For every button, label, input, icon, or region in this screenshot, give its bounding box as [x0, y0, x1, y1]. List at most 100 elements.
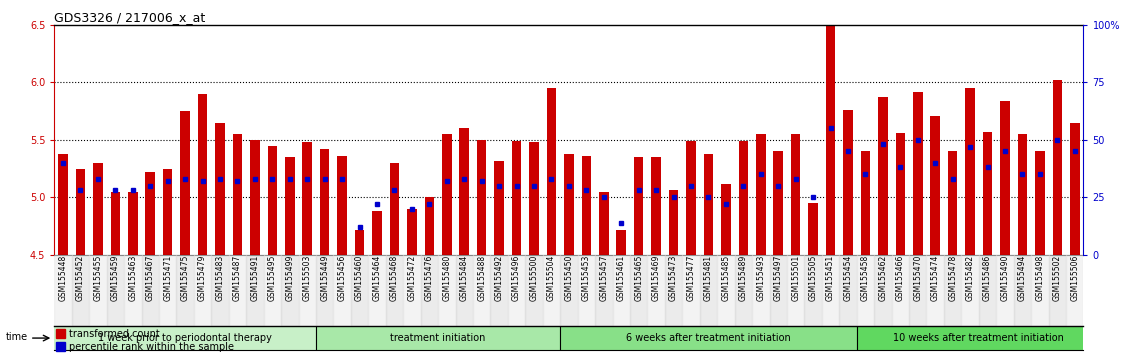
- Text: GSM155474: GSM155474: [931, 255, 940, 301]
- Text: GSM155469: GSM155469: [651, 255, 661, 301]
- Bar: [809, 203, 818, 255]
- Bar: [334, 255, 351, 326]
- Text: GSM155499: GSM155499: [285, 255, 294, 301]
- Bar: [198, 94, 207, 255]
- Text: GSM155468: GSM155468: [390, 255, 399, 301]
- Bar: [700, 255, 717, 326]
- Text: GSM155451: GSM155451: [826, 255, 835, 301]
- Bar: [739, 141, 748, 255]
- Bar: [57, 342, 64, 351]
- Bar: [111, 192, 120, 255]
- Bar: [756, 134, 766, 255]
- Bar: [456, 255, 473, 326]
- Bar: [233, 134, 242, 255]
- Text: GSM155458: GSM155458: [861, 255, 870, 301]
- Bar: [769, 255, 787, 326]
- Bar: [1035, 151, 1045, 255]
- Bar: [665, 255, 682, 326]
- Bar: [722, 183, 731, 255]
- Bar: [978, 255, 996, 326]
- Bar: [878, 97, 888, 255]
- Bar: [250, 140, 260, 255]
- Bar: [302, 142, 312, 255]
- Text: 6 weeks after treatment initiation: 6 weeks after treatment initiation: [627, 333, 791, 343]
- Bar: [93, 163, 103, 255]
- Bar: [57, 329, 64, 338]
- Bar: [124, 255, 141, 326]
- Bar: [909, 255, 926, 326]
- Bar: [560, 326, 856, 350]
- Bar: [560, 255, 578, 326]
- Bar: [176, 255, 193, 326]
- Text: GSM155471: GSM155471: [163, 255, 172, 301]
- Bar: [961, 255, 978, 326]
- Bar: [477, 140, 486, 255]
- Text: GSM155448: GSM155448: [59, 255, 68, 301]
- Bar: [599, 192, 608, 255]
- Text: GSM155452: GSM155452: [76, 255, 85, 301]
- Text: percentile rank within the sample: percentile rank within the sample: [69, 342, 234, 352]
- Bar: [529, 142, 538, 255]
- Bar: [1048, 255, 1067, 326]
- Bar: [546, 88, 556, 255]
- Text: GSM155491: GSM155491: [250, 255, 259, 301]
- Bar: [491, 255, 508, 326]
- Text: GSM155455: GSM155455: [94, 255, 103, 301]
- Bar: [128, 192, 138, 255]
- Bar: [351, 255, 369, 326]
- Bar: [316, 255, 334, 326]
- Bar: [89, 255, 106, 326]
- Bar: [595, 255, 613, 326]
- Bar: [874, 255, 891, 326]
- Text: GSM155453: GSM155453: [581, 255, 590, 301]
- Bar: [774, 151, 783, 255]
- Text: GSM155484: GSM155484: [459, 255, 468, 301]
- Bar: [543, 255, 560, 326]
- Bar: [826, 25, 836, 255]
- Bar: [438, 255, 456, 326]
- Bar: [703, 154, 714, 255]
- Text: GSM155488: GSM155488: [477, 255, 486, 301]
- Bar: [926, 255, 944, 326]
- Text: GSM155492: GSM155492: [494, 255, 503, 301]
- Bar: [390, 163, 399, 255]
- Bar: [442, 134, 451, 255]
- Bar: [299, 255, 316, 326]
- Bar: [578, 255, 595, 326]
- Bar: [1053, 80, 1062, 255]
- Bar: [861, 151, 870, 255]
- Text: GSM155460: GSM155460: [355, 255, 364, 301]
- Text: GSM155478: GSM155478: [948, 255, 957, 301]
- Bar: [896, 133, 905, 255]
- Text: GSM155463: GSM155463: [128, 255, 137, 301]
- Bar: [407, 209, 416, 255]
- Bar: [822, 255, 839, 326]
- Bar: [54, 255, 71, 326]
- Text: GSM155501: GSM155501: [792, 255, 800, 301]
- Bar: [668, 190, 679, 255]
- Bar: [944, 255, 961, 326]
- Text: GSM155496: GSM155496: [512, 255, 521, 301]
- Text: GSM155457: GSM155457: [599, 255, 608, 301]
- Text: GSM155467: GSM155467: [146, 255, 155, 301]
- Text: 1 week prior to periodontal therapy: 1 week prior to periodontal therapy: [98, 333, 273, 343]
- Bar: [54, 326, 316, 350]
- Text: GSM155489: GSM155489: [739, 255, 748, 301]
- Text: GSM155502: GSM155502: [1053, 255, 1062, 301]
- Text: GSM155459: GSM155459: [111, 255, 120, 301]
- Bar: [369, 255, 386, 326]
- Bar: [891, 255, 909, 326]
- Bar: [282, 255, 299, 326]
- Bar: [372, 211, 382, 255]
- Bar: [1067, 255, 1083, 326]
- Bar: [791, 134, 801, 255]
- Text: GSM155454: GSM155454: [844, 255, 853, 301]
- Text: time: time: [6, 332, 28, 342]
- Text: GSM155493: GSM155493: [757, 255, 766, 301]
- Bar: [616, 230, 627, 255]
- Bar: [525, 255, 543, 326]
- Bar: [844, 110, 853, 255]
- Bar: [508, 255, 525, 326]
- Bar: [211, 255, 228, 326]
- Bar: [913, 92, 923, 255]
